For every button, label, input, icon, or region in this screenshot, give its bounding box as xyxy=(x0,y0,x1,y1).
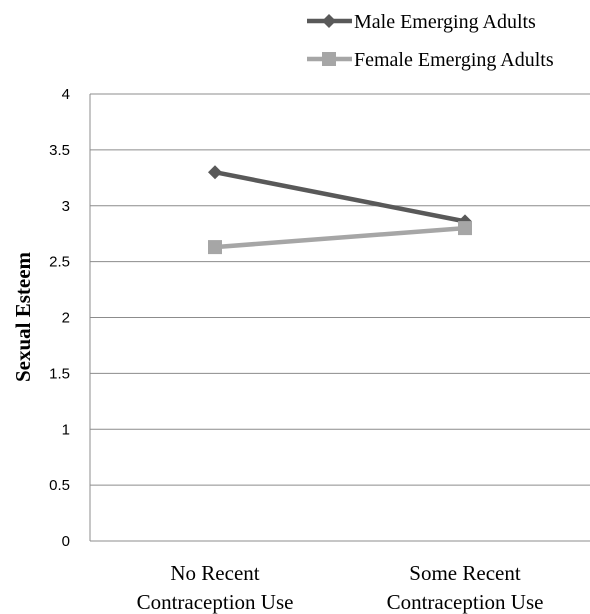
data-point xyxy=(208,165,222,180)
y-tick-label: 4 xyxy=(62,86,70,103)
series-line xyxy=(214,170,466,224)
grid-lines xyxy=(89,93,590,542)
legend-entry: Female Emerging Adults xyxy=(307,49,554,71)
y-tick-label: 0 xyxy=(62,533,70,550)
data-point xyxy=(208,240,222,255)
x-category-label: Some Recent Contraception Use xyxy=(387,561,544,614)
y-axis-title: Sexual Esteem xyxy=(11,251,35,382)
series-line xyxy=(214,225,466,250)
series-2 xyxy=(208,221,472,255)
legend-label: Female Emerging Adults xyxy=(354,49,554,71)
legend-label: Male Emerging Adults xyxy=(354,11,536,33)
legend-marker xyxy=(322,52,336,66)
y-tick-label: 2.5 xyxy=(49,254,70,271)
y-tick-label: 2 xyxy=(62,310,70,327)
y-tick-label: 0.5 xyxy=(49,477,70,494)
series-1 xyxy=(208,165,472,229)
x-axis-categories: No Recent Contraception Use Some Recent Con… xyxy=(137,561,544,614)
legend: Male Emerging Adults Female Emerging Adul… xyxy=(307,11,554,71)
legend-marker xyxy=(322,14,336,28)
y-tick-label: 3.5 xyxy=(49,142,70,159)
series-group xyxy=(208,165,472,255)
y-tick-label: 1 xyxy=(62,421,70,438)
x-category-label: No Recent Contraception Use xyxy=(137,561,294,614)
data-point xyxy=(458,221,472,236)
legend-entry: Male Emerging Adults xyxy=(307,11,536,33)
y-tick-label: 3 xyxy=(62,198,70,215)
y-tick-label: 1.5 xyxy=(49,365,70,382)
y-axis-ticks: 0 0.5 1 1.5 2 2.5 3 3.5 4 xyxy=(49,86,70,550)
